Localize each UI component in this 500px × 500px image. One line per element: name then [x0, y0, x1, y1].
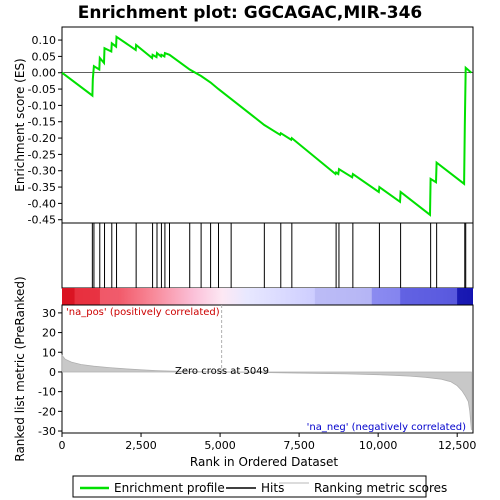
metric-y-tick-label: -10	[38, 386, 56, 399]
legend-enrichment-label: Enrichment profile	[114, 481, 225, 495]
plot-title: Enrichment plot: GGCAGAC,MIR-346	[78, 3, 422, 23]
ranking-metric-area	[61, 354, 472, 431]
rank-color-bar-blocks	[62, 288, 472, 305]
es-y-tick-label: 0.00	[32, 67, 57, 80]
metric-y-tick-label: 30	[42, 307, 56, 320]
es-y-tick-label: 0.10	[32, 34, 57, 47]
neg-correlated-label: 'na_neg' (negatively correlated)	[307, 422, 466, 433]
es-y-tick-label: -0.35	[28, 181, 56, 194]
x-tick-label: 2,500	[125, 439, 157, 452]
es-y-tick-label: -0.10	[28, 99, 56, 112]
metric-y-axis-title: Ranked list metric (PreRanked)	[13, 276, 27, 461]
metric-panel: 30 20 10 0 -10 -20 -30 'na_pos' (positively co…	[13, 276, 474, 462]
color-bar-block	[314, 288, 372, 305]
metric-y-tick-label: 0	[49, 366, 56, 379]
es-y-axis-title: Enrichment score (ES)	[13, 58, 27, 191]
x-tick-label: 12,500	[438, 439, 477, 452]
zero-cross-label: Zero cross at 5049	[175, 366, 269, 377]
metric-y-tick-label: 10	[42, 346, 56, 359]
color-bar-block	[62, 288, 75, 305]
enrichment-profile-line	[61, 34, 473, 217]
es-panel-frame	[61, 26, 474, 224]
es-y-tick-label: -0.05	[28, 83, 56, 96]
x-tick-label: 7,500	[283, 439, 315, 452]
hits-panel	[61, 222, 474, 289]
metric-y-ticks: 30 20 10 0 -10 -20 -30	[38, 307, 62, 438]
x-tick-label: 5,000	[204, 439, 236, 452]
legend-metric-label: Ranking metric scores	[314, 481, 447, 495]
color-bar-block	[371, 288, 401, 305]
es-y-tick-label: -0.30	[28, 165, 56, 178]
pos-correlated-label: 'na_pos' (positively correlated)	[66, 307, 220, 318]
es-y-tick-label: -0.25	[28, 148, 56, 161]
color-bar-block	[400, 288, 458, 305]
metric-y-tick-label: -30	[38, 425, 56, 438]
x-tick-label: 0	[59, 439, 66, 452]
es-y-tick-label: -0.40	[28, 197, 56, 210]
x-axis-ticks: 0 2,500 5,000 7,500 10,000 12,500	[59, 433, 477, 452]
hit-marks	[91, 223, 467, 288]
color-bar-block	[457, 288, 472, 305]
legend: Enrichment profile Hits Ranking metric s…	[72, 475, 447, 498]
es-y-tick-label: -0.15	[28, 116, 56, 129]
metric-y-tick-label: 20	[42, 327, 56, 340]
hits-panel-frame	[61, 222, 474, 289]
metric-y-tick-label: -20	[38, 405, 56, 418]
es-y-tick-label: 0.05	[32, 50, 57, 63]
legend-hits-label: Hits	[261, 481, 284, 495]
color-bar-block	[74, 288, 100, 305]
es-y-tick-label: -0.20	[28, 132, 56, 145]
x-axis-title: Rank in Ordered Dataset	[190, 455, 338, 469]
es-panel: 0.10 0.05 0.00 -0.05 -0.10 -0.15 -0.20 -0.25 -0.…	[13, 26, 474, 227]
es-y-tick-label: -0.45	[28, 214, 56, 227]
color-bar-block	[99, 288, 119, 305]
x-tick-label: 10,000	[359, 439, 398, 452]
legend-frame	[72, 475, 427, 498]
es-y-ticks: 0.10 0.05 0.00 -0.05 -0.10 -0.15 -0.20 -0.25 -0.…	[28, 34, 62, 227]
